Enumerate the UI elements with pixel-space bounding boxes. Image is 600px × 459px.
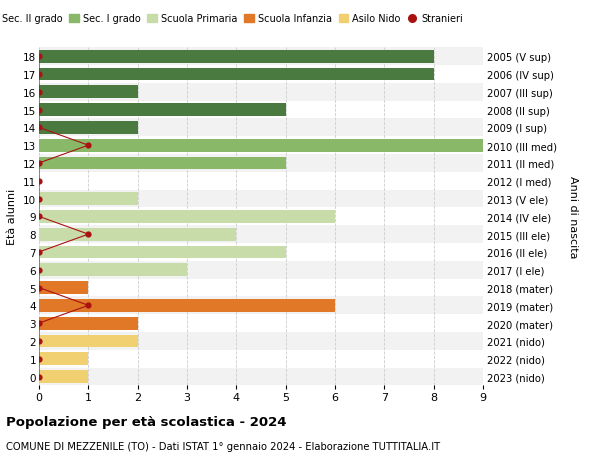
Bar — [39, 173, 483, 190]
Text: Popolazione per età scolastica - 2024: Popolazione per età scolastica - 2024 — [6, 415, 287, 428]
Bar — [39, 228, 236, 241]
Bar — [39, 119, 483, 137]
Bar — [39, 226, 483, 244]
Text: COMUNE DI MEZZENILE (TO) - Dati ISTAT 1° gennaio 2024 - Elaborazione TUTTITALIA.: COMUNE DI MEZZENILE (TO) - Dati ISTAT 1°… — [6, 441, 440, 451]
Bar — [39, 335, 137, 347]
Bar — [39, 193, 137, 206]
Bar — [39, 332, 483, 350]
Bar — [39, 370, 88, 383]
Bar — [39, 104, 286, 117]
Bar — [39, 314, 483, 332]
Bar — [39, 350, 483, 368]
Bar — [39, 68, 434, 81]
Y-axis label: Anni di nascita: Anni di nascita — [568, 176, 578, 258]
Bar — [39, 122, 137, 134]
Bar — [39, 281, 88, 294]
Bar — [39, 50, 434, 63]
Bar — [39, 317, 137, 330]
Bar — [39, 157, 286, 170]
Bar — [39, 264, 187, 276]
Legend: Sec. II grado, Sec. I grado, Scuola Primaria, Scuola Infanzia, Asilo Nido, Stran: Sec. II grado, Sec. I grado, Scuola Prim… — [0, 14, 463, 24]
Bar — [39, 368, 483, 386]
Bar — [39, 261, 483, 279]
Bar — [39, 297, 483, 314]
Bar — [39, 48, 483, 66]
Bar — [39, 246, 286, 259]
Bar — [39, 137, 483, 155]
Bar — [39, 190, 483, 208]
Bar — [39, 155, 483, 173]
Bar — [39, 101, 483, 119]
Bar — [39, 299, 335, 312]
Bar — [39, 244, 483, 261]
Bar — [39, 140, 483, 152]
Bar — [39, 279, 483, 297]
Y-axis label: Età alunni: Età alunni — [7, 189, 17, 245]
Bar — [39, 353, 88, 365]
Bar — [39, 84, 483, 101]
Bar — [39, 211, 335, 223]
Bar — [39, 66, 483, 84]
Bar — [39, 86, 137, 99]
Bar — [39, 208, 483, 226]
